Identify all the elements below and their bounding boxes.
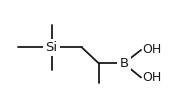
Text: Si: Si bbox=[46, 41, 58, 54]
Text: OH: OH bbox=[142, 71, 162, 84]
Text: OH: OH bbox=[142, 43, 162, 56]
Text: B: B bbox=[119, 57, 128, 70]
